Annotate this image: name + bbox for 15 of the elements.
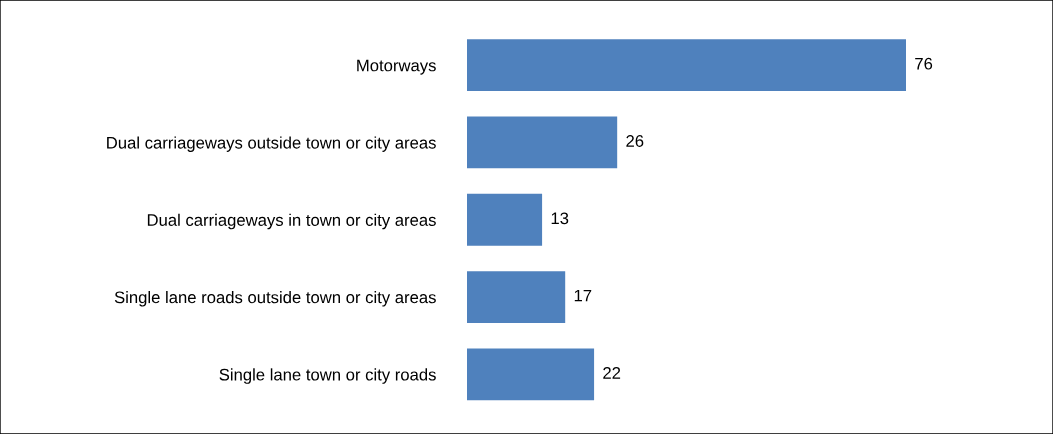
- bar: [467, 116, 618, 169]
- bar: [467, 271, 566, 323]
- data-label: 17: [574, 289, 592, 302]
- data-label: 22: [603, 367, 621, 379]
- y-tick-label: Dual carriageways in town or city areas: [147, 213, 436, 230]
- y-tick-label: Single lane roads outside town or city areas: [114, 291, 436, 307]
- y-tick-label: Single lane town or city roads: [219, 368, 436, 384]
- bar: [467, 193, 543, 246]
- data-label: 26: [626, 135, 644, 147]
- bar: [467, 348, 595, 401]
- y-tick-label: Dual carriageways outside town or city areas: [107, 136, 436, 152]
- bar: [467, 39, 906, 92]
- y-tick-label: Motorways: [357, 59, 436, 75]
- data-label: 76: [915, 57, 933, 70]
- data-label: 13: [551, 212, 569, 225]
